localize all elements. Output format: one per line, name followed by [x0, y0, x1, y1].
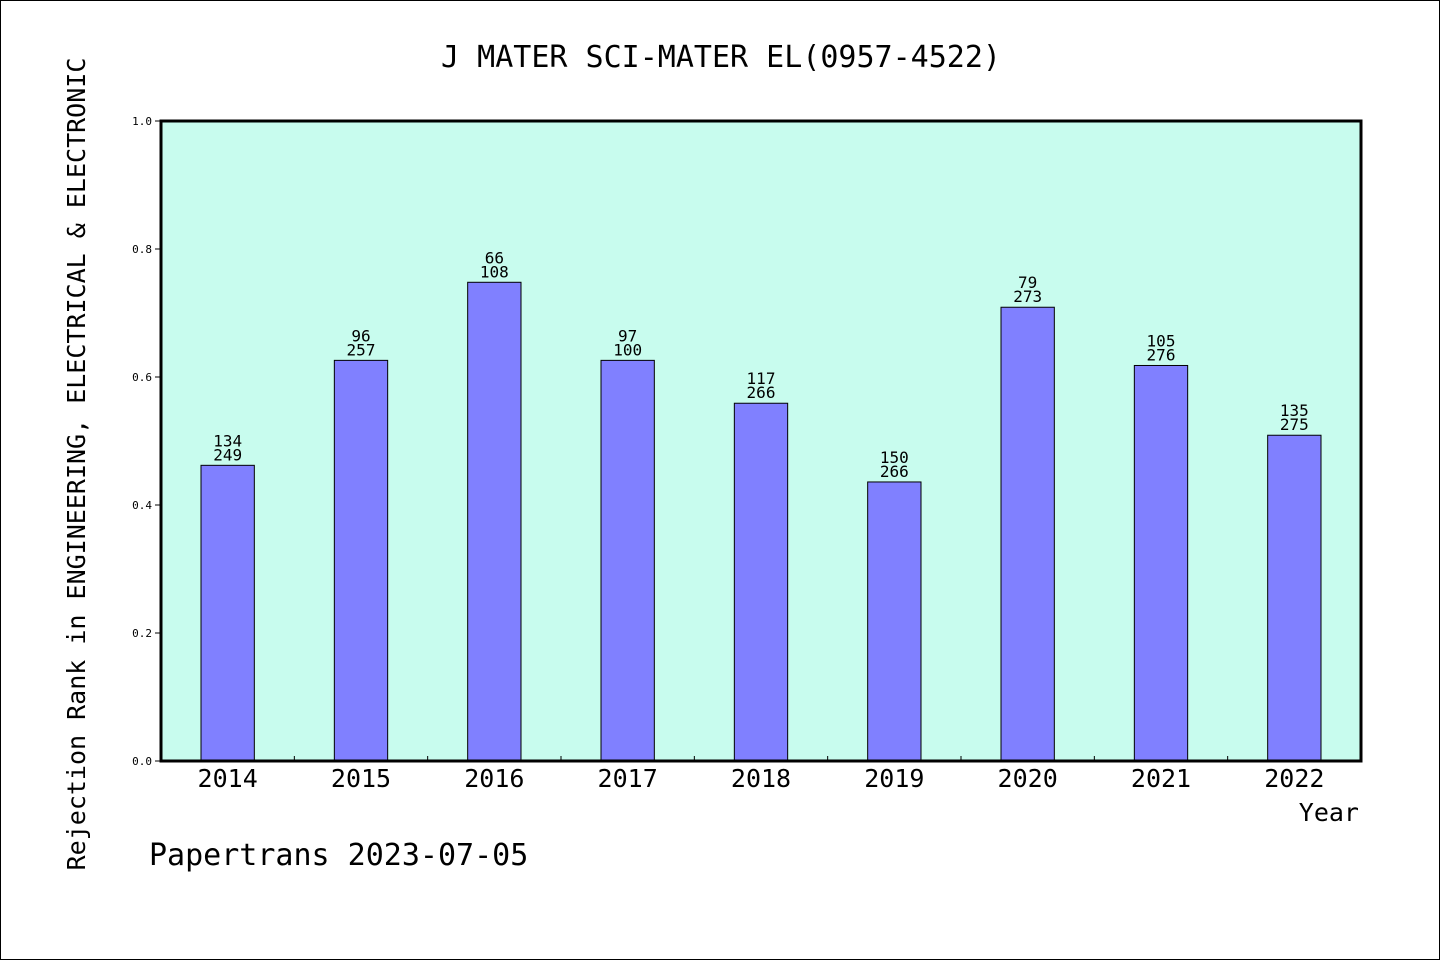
x-tick-label: 2017: [598, 764, 658, 793]
bar-labels: 1342499625766108971001172661502667927310…: [213, 248, 1309, 481]
y-tick-label: 0.8: [132, 243, 152, 256]
bar-label-top: 135: [1280, 401, 1309, 420]
y-axis-label: Rejection Rank in ENGINEERING, ELECTRICA…: [62, 58, 91, 871]
x-tick-label: 2019: [864, 764, 924, 793]
bar: [1133, 364, 1189, 762]
x-tick-label: 2015: [331, 764, 391, 793]
y-tick-label: 0.4: [132, 499, 152, 512]
bar-label-bottom: 108: [480, 262, 509, 281]
bar-label-bottom: 266: [880, 462, 909, 481]
x-tick-label: 2021: [1131, 764, 1191, 793]
x-tick-label: 2016: [464, 764, 524, 793]
bar-label-bottom: 276: [1147, 345, 1176, 364]
bar-label-bottom: 249: [213, 445, 242, 464]
bar-label-top: 79: [1018, 273, 1037, 292]
bar: [867, 481, 922, 762]
plot-border: [159, 119, 1363, 763]
bar-label-top: 134: [213, 431, 242, 450]
x-tick-label: 2018: [731, 764, 791, 793]
y-tick-label: 0.0: [132, 755, 152, 768]
x-axis: 2014 2015 2016 2017 2018 2019 2020 2021 2022: [198, 756, 1324, 793]
bar-label-top: 117: [747, 369, 776, 388]
bar: [1267, 434, 1322, 762]
bar-label-bottom: 100: [613, 340, 642, 359]
bar-series: [200, 281, 1322, 762]
x-tick-label: 2022: [1264, 764, 1324, 793]
bar-label-bottom: 273: [1013, 287, 1042, 306]
bar: [1000, 306, 1055, 762]
footer-credit: Papertrans 2023-07-05: [149, 838, 528, 873]
bar-label-top: 105: [1147, 331, 1176, 350]
y-tick-label: 0.2: [132, 627, 152, 640]
bar-label-bottom: 257: [347, 340, 376, 359]
y-tick-label: 1.0: [132, 115, 152, 128]
bar: [467, 281, 522, 762]
bar-label-top: 150: [880, 448, 909, 467]
x-tick-label: 2014: [198, 764, 258, 793]
bar-label-bottom: 266: [747, 383, 776, 402]
y-axis: 0.0 0.2 0.4 0.6 0.8 1.0: [132, 115, 161, 768]
bar: [200, 464, 255, 762]
bar: [733, 402, 789, 762]
bar: [600, 359, 655, 762]
chart-title: J MATER SCI-MATER EL(0957-4522): [441, 40, 1001, 75]
bar-label-bottom: 275: [1280, 415, 1309, 434]
bar: [333, 359, 389, 762]
x-axis-label: Year: [1299, 798, 1359, 827]
x-tick-label: 2020: [998, 764, 1058, 793]
bar-label-top: 66: [485, 248, 504, 267]
bar-label-top: 97: [618, 326, 637, 345]
bar-label-top: 96: [351, 326, 370, 345]
y-tick-label: 0.6: [132, 371, 152, 384]
